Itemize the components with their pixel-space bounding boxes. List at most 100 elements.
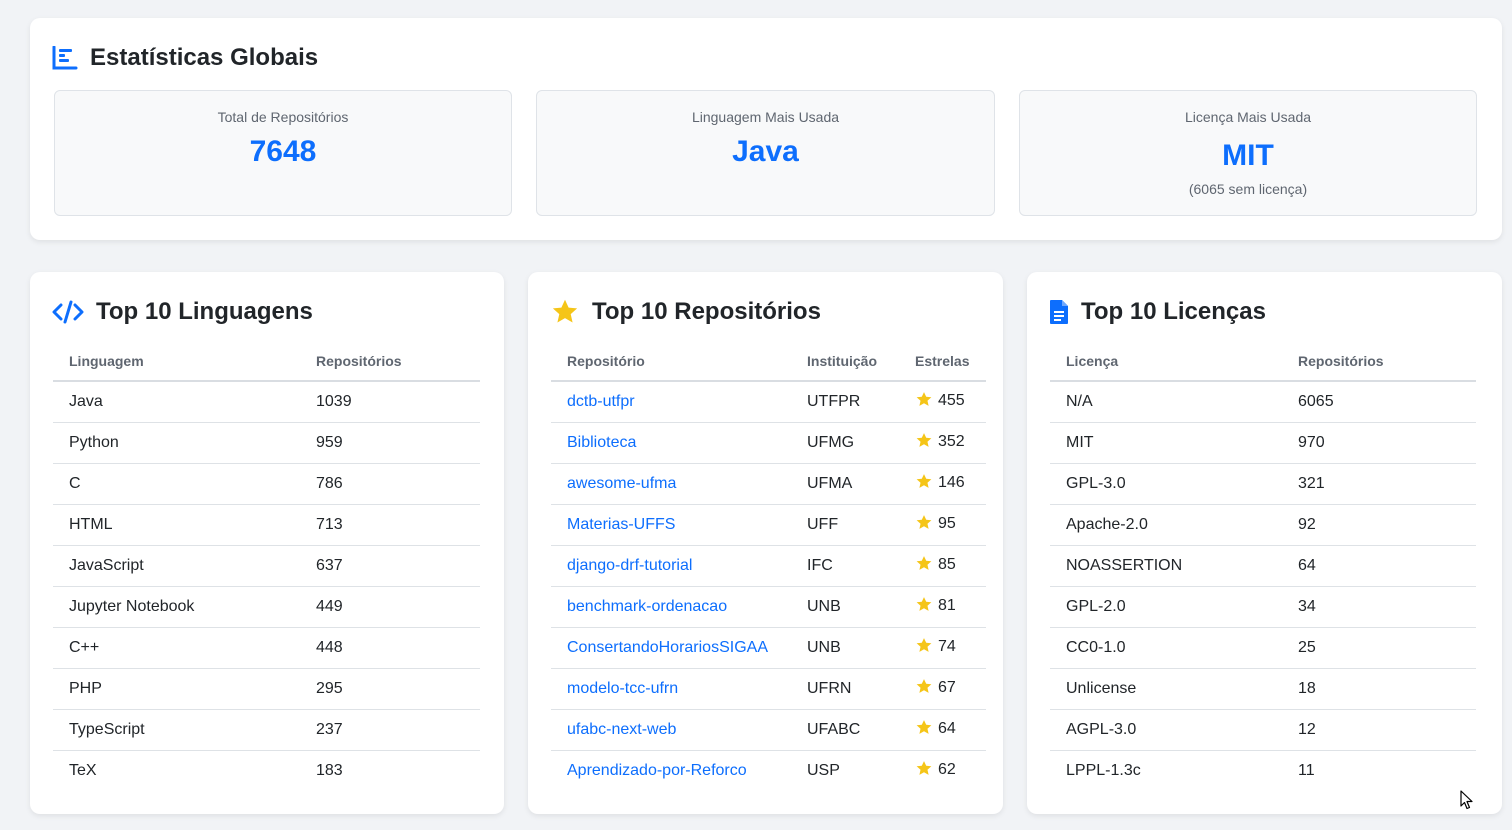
repo-count-cell: 64 [1282,545,1476,587]
star-icon [915,719,933,741]
star-icon [915,596,933,618]
repo-name-cell: Materias-UFFS [551,504,791,546]
repo-link[interactable]: Materias-UFFS [567,515,676,533]
global-stats-title: Estatísticas Globais [52,44,318,72]
column-header-repos: Repositórios [1282,342,1476,382]
code-icon [52,300,84,324]
license-name-cell: Apache-2.0 [1050,504,1282,546]
license-name-cell: LPPL-1.3c [1066,761,1141,779]
stat-total-repos: Total de Repositórios 7648 [54,90,512,216]
table-row: Java 1039 [53,381,480,423]
column-header-repos: Repositórios [300,342,480,382]
stat-sub: (6065 sem licença) [1188,181,1308,197]
table-row: JavaScript 637 [53,545,480,587]
stars-cell: 352 [899,422,986,464]
stars-cell: 74 [899,627,986,669]
star-icon [915,432,933,454]
institution-cell: UFMA [791,463,899,505]
institution-cell: UFF [791,504,899,546]
star-icon [915,514,933,536]
table-row: modelo-tcc-ufrn UFRN 67 [551,668,986,710]
global-stats-title-text: Estatísticas Globais [90,44,319,71]
table-row: ufabc-next-web UFABC 64 [551,709,986,751]
repo-count-cell: 34 [1282,586,1476,628]
repo-link[interactable]: dctb-utfpr [567,392,635,410]
repo-count-cell: 295 [300,668,480,710]
document-icon [1049,299,1069,325]
stars-cell: 455 [899,381,986,423]
star-icon [915,555,933,577]
license-name-cell: CC0-1.0 [1050,627,1282,669]
repo-link[interactable]: modelo-tcc-ufrn [567,679,679,697]
repo-name-cell: awesome-ufma [551,463,791,505]
repositories-table: Repositório Instituição Estrelas dctb-ut… [551,342,986,791]
language-name-cell: Jupyter Notebook [53,586,300,628]
table-header-row: Licença Repositórios [1050,342,1476,382]
repo-name-cell: django-drf-tutorial [551,545,791,587]
repo-name-cell: benchmark-ordenacao [551,586,791,628]
repo-name-cell: ufabc-next-web [551,709,791,751]
table-row: HTML 713 [53,504,480,546]
repo-count-cell: 321 [1282,463,1476,505]
repo-name-cell: Aprendizado-por-Reforco [551,750,791,791]
column-header-repository: Repositório [551,342,791,382]
top-licenses-title-text: Top 10 Licenças [1081,298,1266,325]
repo-name-cell: modelo-tcc-ufrn [551,668,791,710]
table-row: MIT 970 [1050,422,1476,464]
stat-top-language: Linguagem Mais Usada Java [536,90,995,216]
license-name-cell: AGPL-3.0 [1050,709,1282,751]
bar-chart-icon [52,46,78,70]
star-count: 74 [938,637,956,655]
top-licenses-title: Top 10 Licenças [1049,298,1266,326]
global-stats-card: Estatísticas Globais Total de Repositóri… [30,18,1502,240]
stat-value: Java [732,135,799,168]
table-row: Python 959 [53,422,480,464]
star-count: 62 [938,760,956,778]
top-languages-title-text: Top 10 Linguagens [96,298,313,325]
repo-link[interactable]: ConsertandoHorariosSIGAA [567,638,768,656]
license-name-cell: MIT [1050,422,1282,464]
license-name-cell: Unlicense [1050,668,1282,710]
column-header-license: Licença [1050,342,1282,382]
top-languages-title: Top 10 Linguagens [52,298,313,326]
license-name-cell: GPL-3.0 [1050,463,1282,505]
table-row: C 786 [53,463,480,505]
repo-count-cell: 183 [316,761,343,779]
stat-label: Licença Mais Usada [1184,109,1312,125]
table-row: Apache-2.0 92 [1050,504,1476,546]
repo-count-cell: 448 [300,627,480,669]
table-row: PHP 295 [53,668,480,710]
table-row: LPPL-1.3c 11 [1050,750,1476,791]
star-icon [915,678,933,700]
star-count: 67 [938,678,956,696]
table-row: ConsertandoHorariosSIGAA UNB 74 [551,627,986,669]
repo-count-cell: 25 [1282,627,1476,669]
star-count: 352 [938,432,965,450]
language-name-cell: C++ [53,627,300,669]
star-icon [550,298,580,326]
repo-link[interactable]: django-drf-tutorial [567,556,693,574]
language-name-cell: Python [53,422,300,464]
table-header-row: Repositório Instituição Estrelas [551,342,986,382]
language-name-cell: C [53,463,300,505]
repo-link[interactable]: Aprendizado-por-Reforco [567,761,747,779]
star-count: 455 [938,391,965,409]
table-row: benchmark-ordenacao UNB 81 [551,586,986,628]
star-count: 64 [938,719,956,737]
license-name-cell: GPL-2.0 [1050,586,1282,628]
institution-cell: UFMG [791,422,899,464]
repo-link[interactable]: ufabc-next-web [567,720,677,738]
repo-name-cell: Biblioteca [551,422,791,464]
table-row: dctb-utfpr UTFPR 455 [551,381,986,423]
repo-link[interactable]: awesome-ufma [567,474,677,492]
table-row: TypeScript 237 [53,709,480,751]
institution-cell: UNB [791,586,899,628]
top-repositories-title: Top 10 Repositórios [550,298,821,326]
stars-cell: 95 [899,504,986,546]
column-header-stars: Estrelas [899,342,986,382]
repo-link[interactable]: benchmark-ordenacao [567,597,728,615]
column-header-language: Linguagem [53,342,300,382]
star-icon [915,637,933,659]
repo-link[interactable]: Biblioteca [567,433,637,451]
repo-count-cell: 1039 [300,381,480,423]
